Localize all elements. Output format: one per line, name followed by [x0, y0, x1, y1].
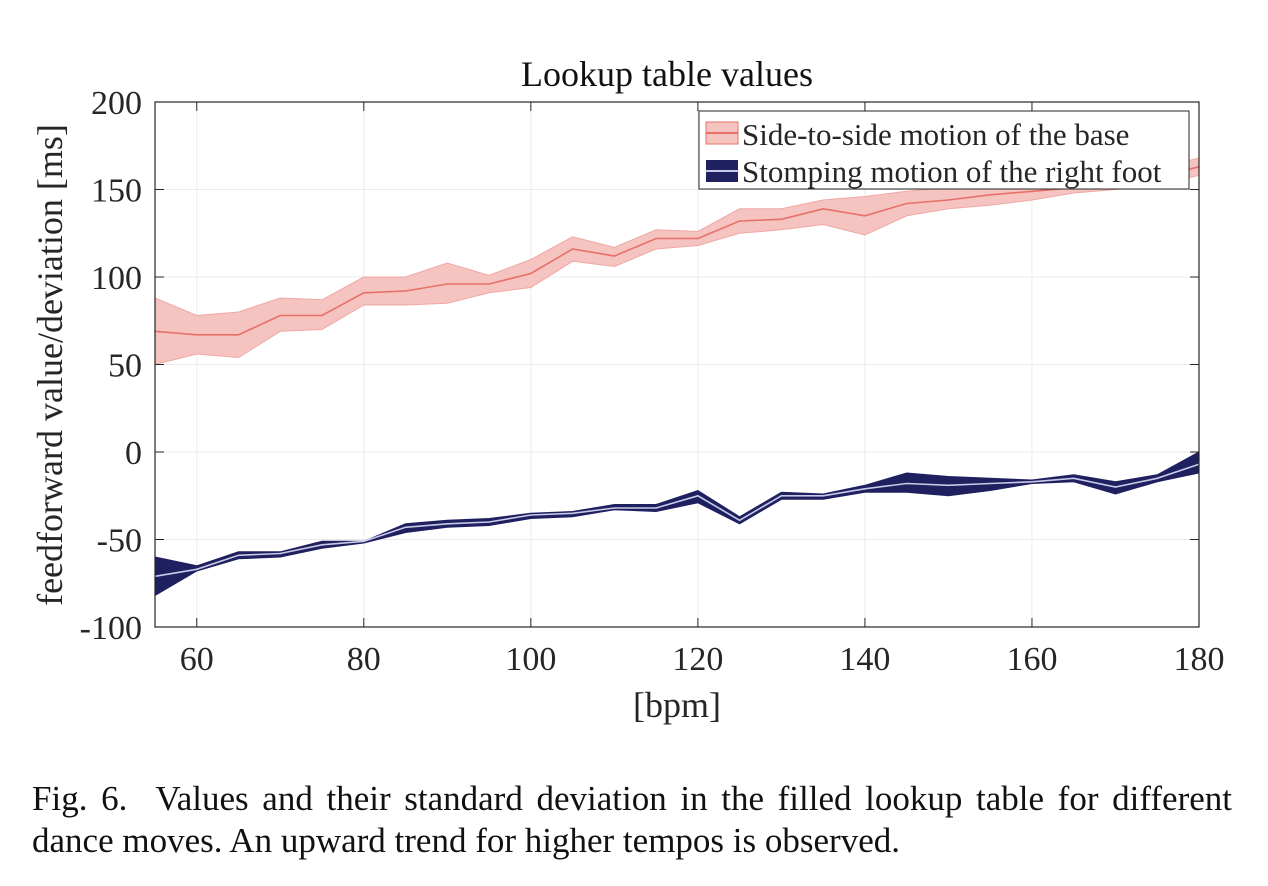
point-side-to-side [237, 334, 240, 336]
chart: 60 80 100 120 140 160 180 -100-50050100150200 … [30, 54, 1225, 725]
x-tick-label: 160 [1006, 641, 1057, 678]
x-tick-label: 120 [672, 641, 723, 678]
x-tick-label: 140 [839, 641, 890, 678]
y-axis-label: feedforward value/deviation [ms] [30, 124, 70, 606]
point-side-to-side [613, 255, 616, 257]
x-tick-label: 60 [180, 641, 214, 678]
legend: Side-to-side motion of the base Stomping… [698, 110, 1190, 190]
point-stomping [613, 507, 616, 509]
point-stomping [697, 495, 699, 497]
point-stomping [196, 568, 198, 571]
x-axis-label: [bpm] [633, 685, 721, 725]
point-stomping [822, 495, 824, 497]
axis-ticks [155, 101, 1200, 628]
point-side-to-side [279, 314, 282, 317]
point-stomping [404, 526, 407, 529]
point-stomping [655, 507, 657, 509]
x-tick-label: 180 [1174, 641, 1225, 678]
caption-text: Values and their standard deviation in t… [32, 779, 1232, 860]
legend-label-stomping: Stomping motion of the right foot [742, 154, 1162, 189]
point-side-to-side [363, 292, 365, 294]
x-tick-labels: 60 80 100 120 140 160 180 [180, 641, 1225, 678]
point-stomping [947, 484, 950, 487]
point-stomping [571, 512, 574, 515]
point-stomping [905, 482, 908, 485]
point-stomping [738, 519, 741, 522]
point-side-to-side [321, 314, 323, 317]
point-stomping [1114, 486, 1117, 488]
y-tick-labels: -100 -50 0 50 100 150 200 [80, 85, 142, 647]
point-stomping [237, 554, 240, 557]
point-side-to-side [196, 334, 198, 336]
x-tick-label: 100 [505, 641, 556, 678]
point-stomping [780, 495, 783, 497]
legend-box [698, 110, 1190, 190]
point-side-to-side [488, 283, 490, 285]
point-side-to-side [738, 220, 741, 222]
point-stomping [1031, 481, 1033, 483]
y-tick-label: -50 [97, 523, 142, 560]
legend-label-side-to-side: Side-to-side motion of the base [742, 117, 1129, 152]
point-side-to-side [905, 202, 908, 205]
point-side-to-side [446, 283, 449, 285]
point-side-to-side [530, 272, 532, 275]
line-stomping [154, 463, 1200, 578]
point-stomping [488, 521, 490, 523]
point-stomping [1072, 477, 1075, 480]
point-stomping [446, 523, 449, 525]
line-side-to-side [154, 166, 1200, 336]
series-lines [154, 166, 1200, 578]
point-side-to-side [1031, 190, 1033, 193]
x-tick-label: 80 [347, 641, 381, 678]
figure-caption: Fig. 6. Values and their standard deviati… [32, 778, 1232, 862]
caption-label: Fig. 6. [32, 779, 128, 818]
point-side-to-side [571, 248, 574, 250]
y-tick-label: -100 [80, 610, 142, 647]
point-stomping [279, 552, 282, 555]
point-stomping [989, 482, 991, 485]
point-stomping [1156, 477, 1158, 480]
point-side-to-side [404, 290, 407, 292]
point-side-to-side [655, 237, 657, 240]
point-stomping [321, 544, 323, 546]
y-tick-label: 150 [91, 173, 142, 210]
point-side-to-side [947, 199, 950, 201]
point-stomping [530, 514, 532, 516]
chart-title: Lookup table values [521, 54, 813, 94]
y-tick-label: 100 [91, 260, 142, 297]
y-tick-label: 0 [125, 435, 142, 472]
point-side-to-side [697, 237, 699, 240]
point-side-to-side [989, 194, 991, 196]
point-stomping [363, 540, 365, 543]
y-tick-label: 50 [108, 348, 142, 385]
y-tick-label: 200 [91, 85, 142, 122]
point-side-to-side [780, 218, 783, 221]
point-side-to-side [822, 208, 824, 210]
point-side-to-side [864, 215, 866, 217]
point-stomping [864, 488, 866, 490]
